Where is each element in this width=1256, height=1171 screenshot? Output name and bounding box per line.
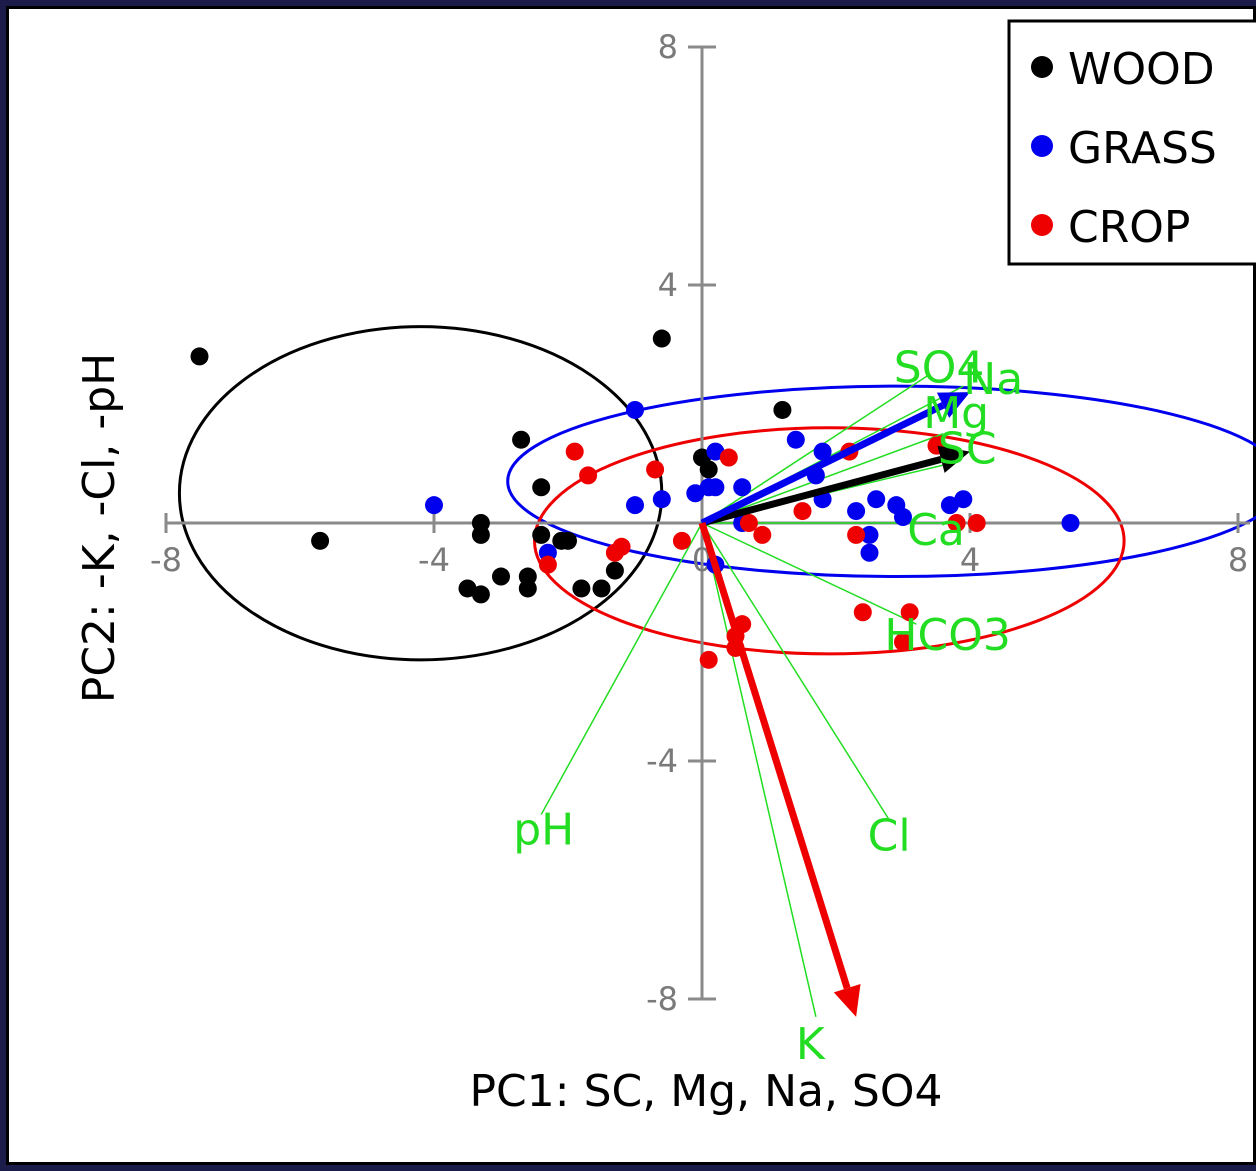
variable-label-na: Na <box>963 354 1023 405</box>
point-grass <box>1061 514 1080 532</box>
variable-label-so4: SO4 <box>894 342 985 393</box>
point-crop <box>672 531 691 550</box>
data-points <box>190 329 1080 669</box>
x-axis-title: PC1: SC, Mg, Na, SO4 <box>470 1066 943 1117</box>
x-tick-label: -8 <box>150 541 182 579</box>
variable-label-ph: pH <box>513 805 574 856</box>
y-tick-label: 4 <box>658 266 678 304</box>
point-grass <box>626 496 644 515</box>
point-wood <box>492 567 510 586</box>
point-wood <box>518 579 537 598</box>
x-tick-label: 4 <box>960 541 980 579</box>
point-grass <box>860 543 879 562</box>
point-grass <box>894 508 912 527</box>
point-wood <box>532 525 551 544</box>
point-grass <box>425 496 443 515</box>
point-grass <box>706 442 725 461</box>
point-wood <box>605 561 624 580</box>
point-wood <box>773 400 792 419</box>
point-crop <box>699 650 718 669</box>
group-arrow-crop <box>698 521 851 990</box>
group-arrowhead-crop <box>833 984 861 1017</box>
point-crop <box>646 460 665 479</box>
variable-label-hco3: HCO3 <box>884 610 1010 661</box>
point-crop <box>967 514 986 532</box>
vector-hco3 <box>701 522 917 625</box>
variable-label-k: K <box>796 1019 826 1070</box>
point-wood <box>471 585 490 604</box>
group-arrowhead-wood <box>937 445 970 473</box>
y-tick-label: -4 <box>646 742 678 780</box>
x-tick-label: -4 <box>418 541 450 579</box>
variable-label-mg: Mg <box>923 388 989 439</box>
point-grass <box>847 502 866 521</box>
point-crop <box>947 514 966 532</box>
point-grass <box>733 478 752 497</box>
legend-marker-crop <box>1031 214 1053 236</box>
point-crop <box>579 466 598 485</box>
ellipse-wood <box>177 325 664 662</box>
point-wood <box>471 525 490 544</box>
point-grass <box>626 400 644 419</box>
point-grass <box>813 442 832 461</box>
point-wood <box>699 460 718 479</box>
point-crop <box>894 633 912 651</box>
point-crop <box>853 603 872 622</box>
point-crop <box>605 543 624 562</box>
legend: WOOD GRASS CROP <box>1007 19 1256 266</box>
point-crop <box>900 603 919 622</box>
group-arrow-wood <box>701 455 942 527</box>
point-wood <box>532 478 551 497</box>
variable-label-ca: Ca <box>907 505 965 556</box>
point-wood <box>572 579 591 598</box>
legend-marker-grass <box>1031 135 1053 157</box>
point-wood <box>190 347 209 366</box>
point-grass <box>860 525 879 544</box>
point-wood <box>458 579 477 598</box>
point-crop <box>739 514 758 532</box>
point-wood <box>311 531 330 550</box>
point-wood <box>592 579 611 598</box>
point-grass <box>940 496 959 515</box>
ellipse-grass <box>506 384 1256 579</box>
group-arrow-grass <box>700 402 945 527</box>
variable-label-cl: Cl <box>868 811 911 862</box>
point-crop <box>847 525 866 544</box>
point-crop <box>538 555 557 574</box>
point-grass <box>706 478 725 497</box>
y-tick-label: 8 <box>658 28 678 66</box>
point-wood <box>652 329 671 348</box>
point-grass <box>686 484 705 503</box>
point-grass <box>786 430 805 449</box>
point-grass <box>867 490 886 509</box>
legend-label-grass: GRASS <box>1068 123 1217 174</box>
point-crop <box>753 525 772 544</box>
legend-label-crop: CROP <box>1068 202 1190 253</box>
group-arrowhead-grass <box>936 392 970 418</box>
legend-label-wood: WOOD <box>1068 44 1215 95</box>
point-crop <box>793 502 812 521</box>
vector-ph <box>540 522 703 815</box>
point-crop <box>565 442 584 461</box>
vector-k <box>701 522 817 1018</box>
legend-marker-wood <box>1031 56 1053 78</box>
group-arrows <box>698 392 970 1017</box>
vector-cl <box>701 522 891 821</box>
point-grass <box>652 490 671 509</box>
y-axis-title: PC2: -K, -Cl, -pH <box>74 353 125 703</box>
point-wood <box>559 531 577 550</box>
point-grass <box>954 490 973 509</box>
y-tick-label: -8 <box>646 980 678 1018</box>
variable-label-sc: SC <box>938 424 997 475</box>
x-tick-label: 8 <box>1228 541 1248 579</box>
point-wood <box>512 430 531 449</box>
point-crop <box>719 448 738 467</box>
